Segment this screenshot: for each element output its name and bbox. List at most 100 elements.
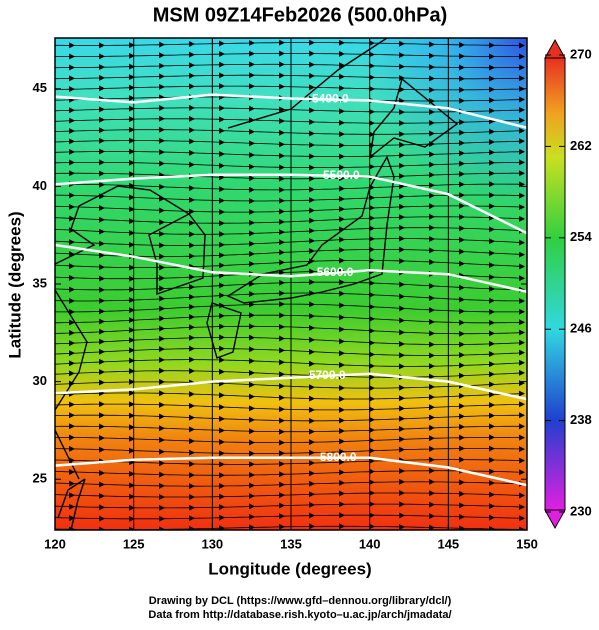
contours: 5400.0 5500.0 5600.0 5700.0 5800.0 [55,92,527,487]
stream-arrow [489,514,495,521]
stream-arrow [129,218,135,225]
stream-arrow [249,61,255,68]
stream-arrow [279,208,285,215]
stream-arrow [339,236,345,243]
x-tick-label: 145 [437,536,459,551]
stream-arrow [249,175,255,182]
stream-arrow [309,512,315,519]
stream-arrow [369,120,375,127]
stream-arrow [189,185,195,192]
stream-arrow [459,170,465,177]
stream-arrow [159,367,165,374]
stream-arrow [489,107,495,114]
stream-arrow [159,413,165,420]
stream-arrow [279,229,285,236]
stream-arrow [69,515,75,522]
stream-arrow [309,227,315,234]
stream-arrow [309,61,315,68]
stream-arrow [189,426,195,433]
stream-arrow [219,302,225,309]
stream-arrow [189,345,195,352]
stream-arrow [99,216,105,223]
stream-arrow [129,317,135,324]
stream-arrow [249,39,255,46]
stream-arrow [519,42,525,49]
stream-arrow [309,39,315,46]
stream-arrow [159,335,165,342]
stream-arrow [399,141,405,148]
stream-arrow [429,75,435,82]
stream-arrow [459,362,465,369]
stream-arrow [189,104,195,111]
stream-arrow [459,352,465,359]
stream-arrow [99,127,105,134]
contour-label: 5800.0 [320,450,357,464]
stream-arrow [189,161,195,168]
stream-arrow [369,62,375,69]
stream-arrow [459,129,465,136]
stream-arrow [99,148,105,155]
stream-arrow [189,62,195,69]
stream-arrow [189,242,195,249]
stream-arrow [99,252,105,259]
stream-arrow [309,107,315,114]
stream-arrow [489,319,495,326]
stream-arrow [519,170,525,177]
axes: 120 125 130 135 140 145 150 25 30 35 40 45 [33,38,538,551]
stream-arrow [429,524,435,530]
stream-arrow [309,449,315,456]
stream-arrow [159,526,165,530]
stream-arrow [399,405,405,412]
contour-label: 5600.0 [317,265,354,279]
stream-arrow [219,450,225,457]
stream-arrow [519,53,525,60]
stream-arrow [369,257,375,264]
stream-arrow [369,74,375,81]
stream-arrow [339,406,345,413]
stream-arrow [159,460,165,467]
stream-arrow [219,334,225,341]
stream-arrow [189,460,195,467]
stream-arrow [339,62,345,69]
stream-arrow [69,53,75,60]
stream-arrow [429,307,435,314]
stream-arrow [249,381,255,388]
stream-arrow [339,257,345,264]
stream-arrow [459,479,465,486]
stream-arrow [219,404,225,411]
colorbar-tick-label: 230 [570,503,592,518]
stream-arrow [129,482,135,489]
stream-arrow [519,239,525,246]
stream-arrow [189,472,195,479]
stream-arrow [429,501,435,508]
stream-arrow [309,301,315,308]
stream-arrow [219,139,225,146]
stream-arrow [489,192,495,199]
stream-arrow [249,83,255,90]
colorbar-bar [544,57,566,511]
x-tick-label: 120 [44,536,66,551]
contour-line [55,456,527,487]
stream-arrow [219,282,225,289]
stream-arrow [129,515,135,522]
contour-line [55,243,527,294]
stream-arrow [339,206,345,213]
stream-arrow [369,501,375,508]
stream-arrow [429,283,435,290]
stream-arrow [369,339,375,346]
stream-arrow [399,162,405,169]
stream-arrow [69,159,75,166]
stream-arrow [189,356,195,363]
stream-arrow [219,323,225,330]
stream-arrow [489,86,495,93]
stream-arrow [279,450,285,457]
stream-arrow [369,479,375,486]
coastlines [55,38,459,530]
stream-arrow [99,181,105,188]
streamlines [55,39,525,530]
stream-arrow [189,414,195,421]
stream-arrow [399,183,405,190]
stream-arrow [219,514,225,521]
stream-arrow [99,526,105,530]
